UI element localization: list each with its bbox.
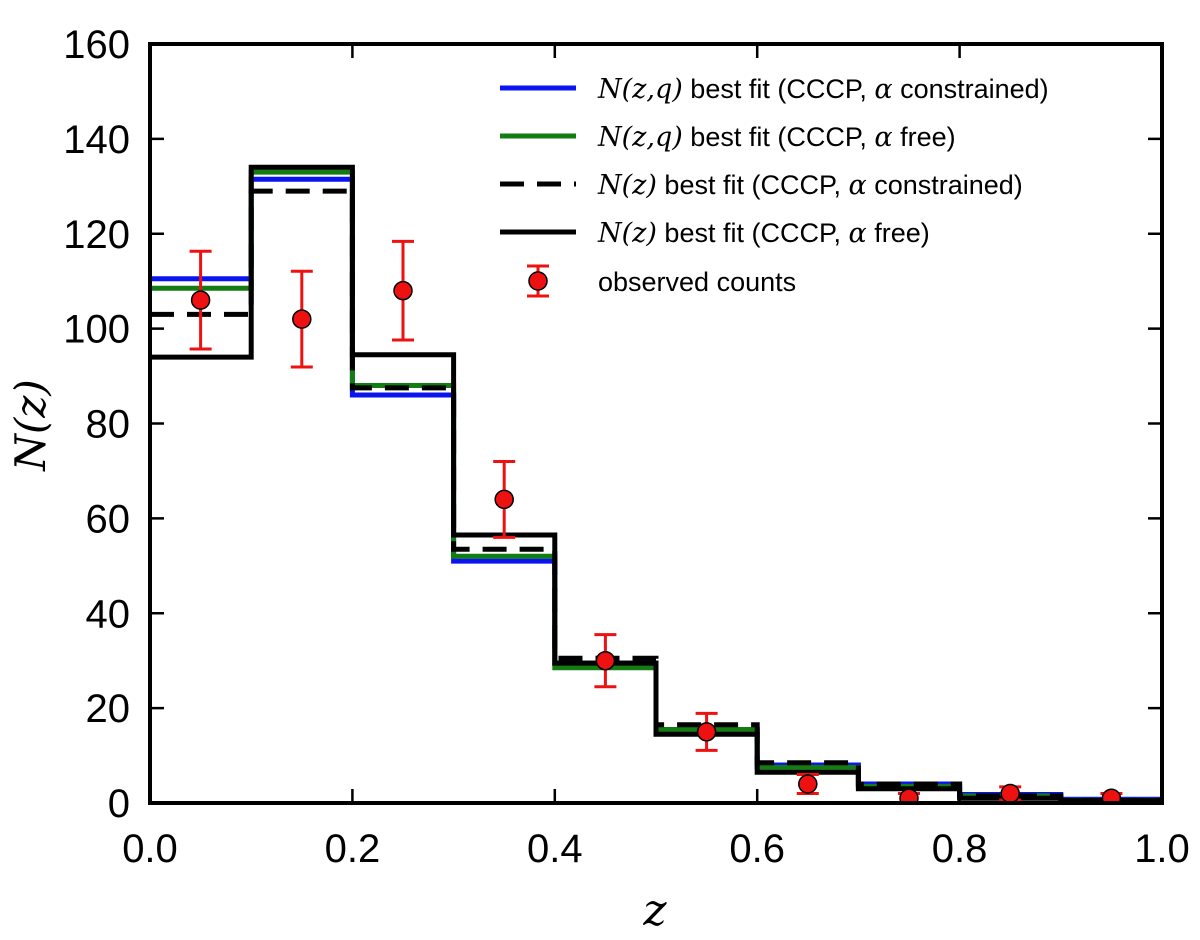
y-tick-label: 160 [63,23,130,67]
observed-point-group [493,459,516,539]
y-tick-label: 120 [63,213,130,257]
x-axis-label: z [642,885,667,936]
legend-math: N(z) [597,218,657,249]
legend-text-tail: constrained) [867,170,1023,200]
observed-point-group [1100,788,1123,803]
y-tick-label: 20 [86,687,131,731]
observed-point [494,489,514,510]
series-black-solid-step-line [150,164,1162,803]
x-tick-label: 1.0 [1134,827,1190,871]
observed-point-group [189,249,212,351]
legend-text-tail: free) [893,122,956,152]
y-tick-label: 0 [108,782,130,826]
y-axis-label: N(z) [6,379,55,472]
observed-point [696,722,717,742]
observed-point [1101,788,1122,803]
legend: N(z,q) best fit (CCCP, α constrained)N(z… [500,74,1049,298]
legend-alpha: α [848,218,866,249]
observed-point-group [999,783,1022,803]
y-tick-label: 60 [86,497,131,541]
legend-alpha: α [848,170,866,201]
legend-math: N(z,q) [597,74,683,105]
observed-point-group [392,239,414,342]
y-tick-label: 40 [86,592,131,636]
y-tick-label: 80 [86,403,131,447]
x-tick-label: 0.6 [729,827,785,871]
x-tick-label: 0.0 [122,827,178,871]
legend-label-black-dashed: N(z) best fit (CCCP, α constrained) [597,170,1023,201]
legend-alpha: α [874,122,892,153]
observed-point [190,290,211,310]
legend-text-tail: free) [867,218,930,248]
observed-point [1000,783,1020,803]
legend-alpha: α [874,74,892,105]
legend-label-observed: observed counts [598,267,796,297]
x-tick-label: 0.8 [932,827,988,871]
axes: 0.0 0.2 0.4 0.6 0.8 1.0 0 20 40 60 80 100 120 140 160 [63,23,1190,871]
legend-label-blue: N(z,q) best fit (CCCP, α constrained) [597,74,1049,105]
observed-point [393,280,413,301]
x-tick-label: 0.2 [325,827,381,871]
y-tick-label: 100 [63,308,130,352]
legend-math: N(z) [597,170,657,201]
legend-label-green: N(z,q) best fit (CCCP, α free) [597,122,956,153]
x-tick-label: 0.4 [527,827,583,871]
legend-text-part: best fit (CCCP, [683,74,875,104]
observed-point [899,788,919,803]
legend-text-part: best fit (CCCP, [657,218,849,248]
observed-point-group [796,773,819,796]
observed-point [595,650,616,671]
legend-text-part: best fit (CCCP, [683,122,875,152]
legend-marker-observed [528,271,548,291]
observed-point-group [695,711,718,752]
legend-label-black-solid: N(z) best fit (CCCP, α free) [597,218,930,249]
legend-text-part: best fit (CCCP, [657,170,849,200]
observed-point-group [290,269,313,369]
observed-point [292,309,312,329]
observed-point-group [898,788,920,803]
legend-math: N(z,q) [597,122,683,153]
legend-text-tail: constrained) [893,74,1049,104]
observed-point [798,774,818,794]
plot-area [150,164,1162,803]
y-tick-label: 140 [63,118,130,162]
observed-point-group [594,633,617,689]
